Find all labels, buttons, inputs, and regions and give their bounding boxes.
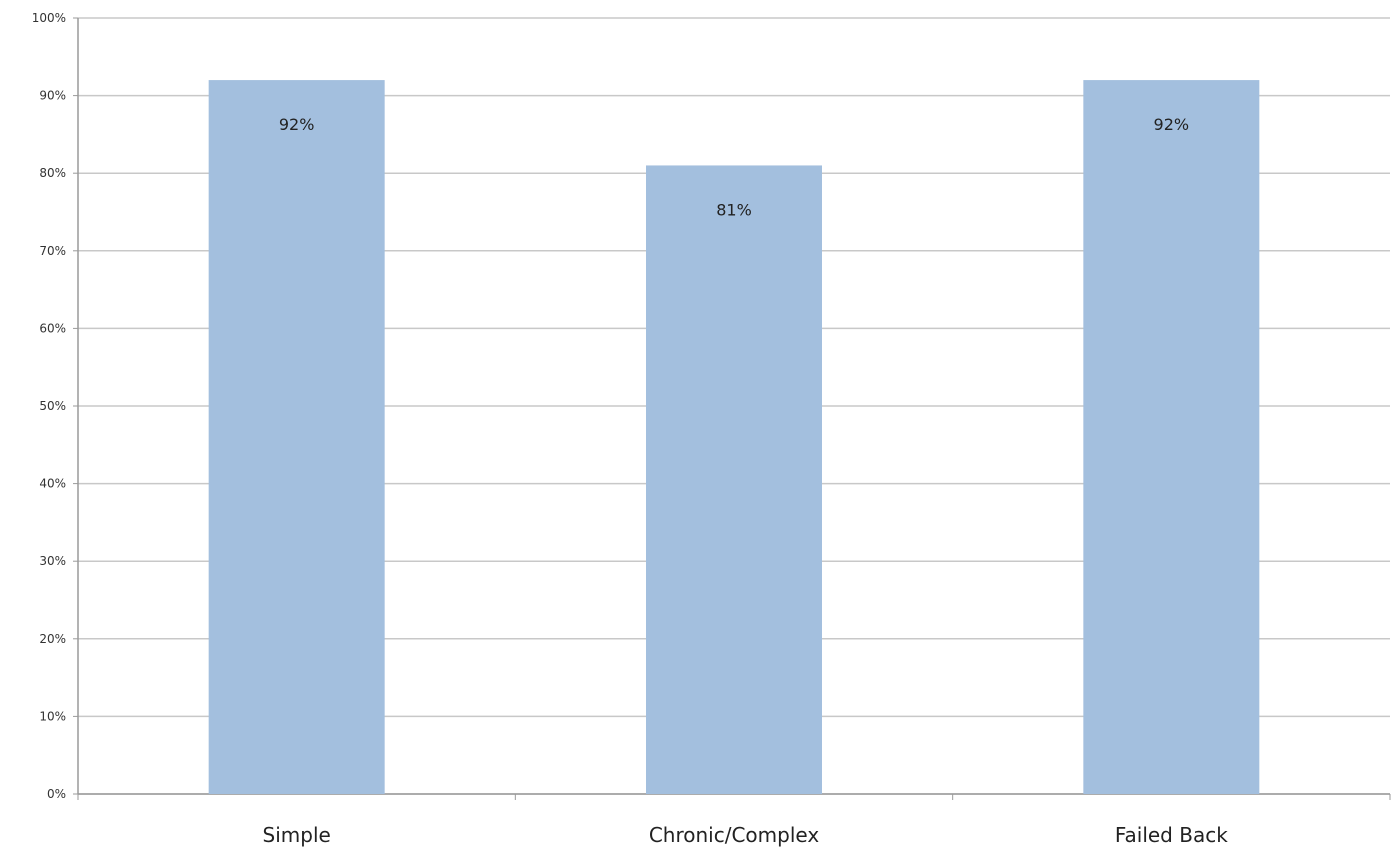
data-label: 92% (1154, 115, 1190, 134)
bar (1083, 80, 1260, 794)
y-tick-label: 80% (39, 166, 66, 180)
y-tick-label: 90% (39, 89, 66, 103)
data-label: 81% (716, 200, 752, 219)
y-tick-label: 50% (39, 399, 66, 413)
y-tick-label: 0% (47, 787, 66, 801)
y-tick-label: 70% (39, 244, 66, 258)
y-tick-label: 60% (39, 321, 66, 335)
y-tick-label: 10% (39, 709, 66, 723)
data-label: 92% (279, 115, 315, 134)
y-tick-label: 100% (32, 11, 66, 25)
labels: 0% 10% 20% 30% 40% 50% 60% 70% 80% 90% 100% 92% Simp… (32, 11, 1229, 847)
y-tick-label: 20% (39, 632, 66, 646)
x-tick-label: Chronic/Complex (649, 823, 820, 847)
bar (208, 80, 385, 794)
bars (208, 80, 1260, 794)
y-tick-label: 40% (39, 477, 66, 491)
x-tick-label: Simple (263, 823, 331, 847)
x-tick-label: Failed Back (1115, 823, 1228, 847)
bar (646, 165, 822, 794)
y-tick-label: 30% (39, 554, 66, 568)
